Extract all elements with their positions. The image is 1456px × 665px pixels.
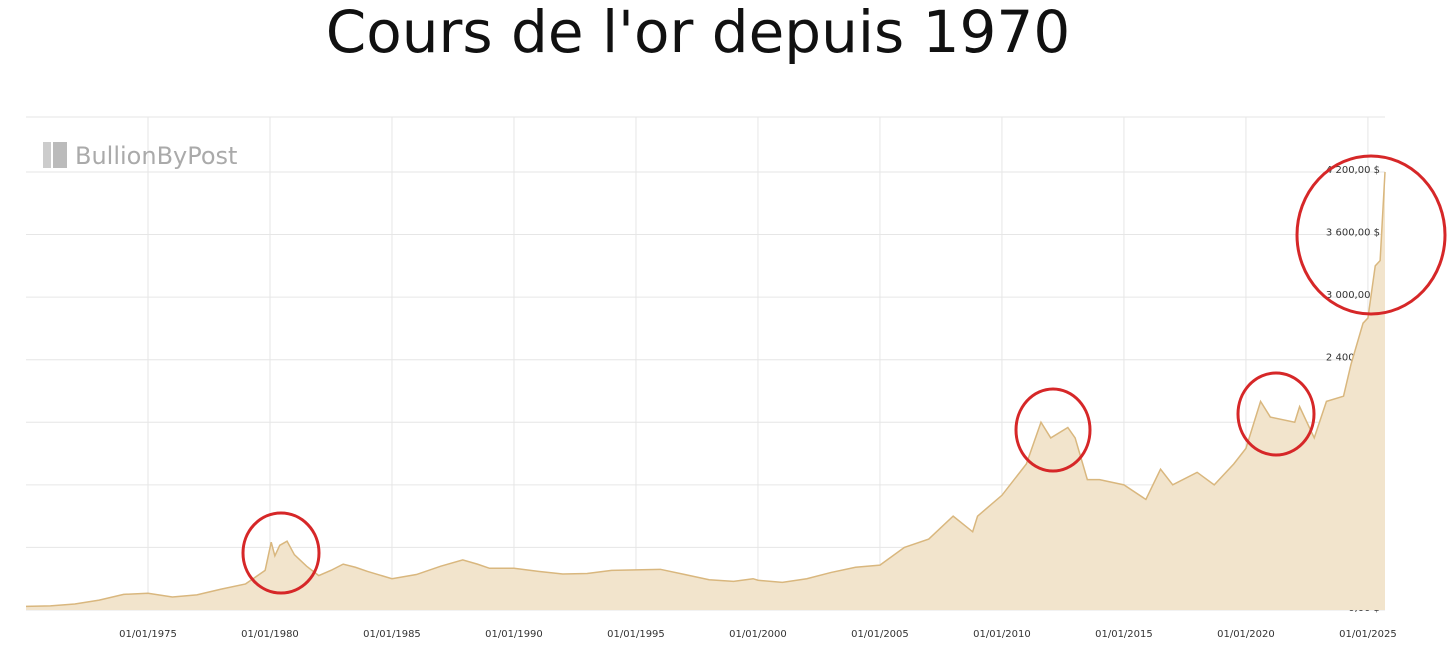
x-tick-label: 01/01/1995 (607, 629, 665, 640)
highlight-circle (1295, 154, 1447, 316)
x-tick-label: 01/01/2025 (1339, 629, 1397, 640)
x-tick-label: 01/01/2015 (1095, 629, 1153, 640)
y-tick-label: 3 000,00 $ (1326, 290, 1380, 301)
x-tick-label: 01/01/1975 (119, 629, 177, 640)
watermark-icon (53, 142, 67, 168)
x-tick-label: 01/01/2010 (973, 629, 1031, 640)
x-tick-label: 01/01/1990 (485, 629, 543, 640)
x-tick-label: 01/01/2000 (729, 629, 787, 640)
highlight-circle (1014, 387, 1092, 473)
x-tick-label: 01/01/1985 (363, 629, 421, 640)
y-tick-label: 3 600,00 $ (1326, 228, 1380, 239)
area (26, 171, 1385, 610)
chart-title: Cours de l'or depuis 1970 (326, 0, 1070, 66)
highlight-circle (241, 511, 321, 595)
price-line (25, 171, 1386, 608)
watermark: BullionByPost (75, 142, 237, 170)
x-tick-label: 01/01/1980 (241, 629, 299, 640)
y-tick-label: 4 200,00 $ (1326, 165, 1380, 176)
x-tick-label: 01/01/2020 (1217, 629, 1275, 640)
annotations (241, 154, 1447, 595)
highlight-circle (1236, 371, 1316, 457)
x-tick-label: 01/01/2005 (851, 629, 909, 640)
watermark-icon (43, 142, 51, 168)
grid (26, 116, 1385, 611)
plot: 0,00 $600,00 $1 200,00 $1 800,00 $2 400,… (25, 165, 1397, 640)
